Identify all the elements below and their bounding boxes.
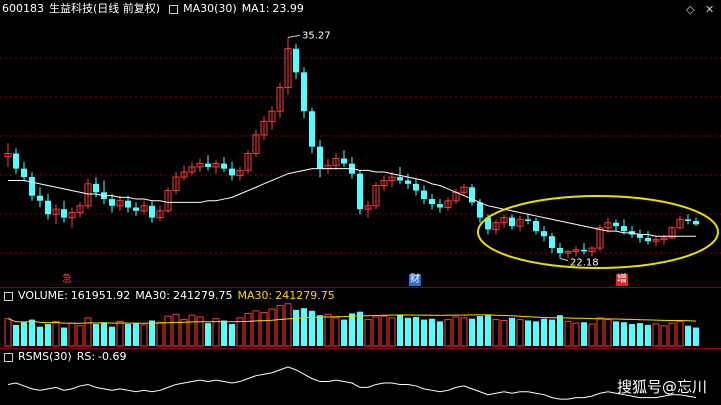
rsms-panel[interactable]: RSMS(30) RS: -0.69 xyxy=(0,348,721,405)
volume-ma-value: 241279.75 xyxy=(173,289,233,302)
volume-ma-label: MA30: xyxy=(135,289,170,302)
rs-value: -0.69 xyxy=(98,350,127,363)
price-panel[interactable]: 600183 生益科技(日线 前复权) MA30(30) MA1: 23.99 ◇ ✕ xyxy=(0,0,721,287)
rsms-label: RSMS(30) xyxy=(18,350,72,363)
volume-label: VOLUME: xyxy=(18,289,68,302)
volume-ma-value-2: 241279.75 xyxy=(275,289,335,302)
stock-name: 生益科技 xyxy=(49,2,93,15)
diamond-icon[interactable]: ◇ xyxy=(686,3,695,16)
rsms-header: RSMS(30) RS: -0.69 xyxy=(2,350,132,364)
ma1-value: 23.99 xyxy=(272,2,304,15)
event-marker-2[interactable]: 财 xyxy=(409,274,421,286)
price-header: 600183 生益科技(日线 前复权) MA30(30) MA1: 23.99 xyxy=(2,2,309,16)
event-marker-3[interactable]: 增 xyxy=(616,274,628,286)
ma1-label: MA1: xyxy=(241,2,270,15)
rsms-settings-icon[interactable] xyxy=(4,352,13,362)
volume-settings-icon[interactable] xyxy=(4,291,13,301)
indicator-label: MA30(30) xyxy=(183,2,237,15)
period-label: (日线 前复权) xyxy=(93,2,161,15)
event-marker-1[interactable]: 急 xyxy=(62,274,72,285)
volume-header: VOLUME: 161951.92 MA30: 241279.75 MA30: 24127… xyxy=(2,289,340,303)
settings-square-icon[interactable] xyxy=(169,4,179,14)
stock-code: 600183 xyxy=(2,2,44,15)
volume-ma-label-2: MA30: xyxy=(237,289,273,302)
watermark: 搜狐号@忘川 xyxy=(616,378,707,396)
volume-value: 161951.92 xyxy=(70,289,131,302)
volume-panel[interactable]: VOLUME: 161951.92 MA30: 241279.75 MA30: 24127… xyxy=(0,287,721,348)
rs-label: RS: xyxy=(76,350,96,363)
close-icon[interactable]: ✕ xyxy=(705,3,715,16)
